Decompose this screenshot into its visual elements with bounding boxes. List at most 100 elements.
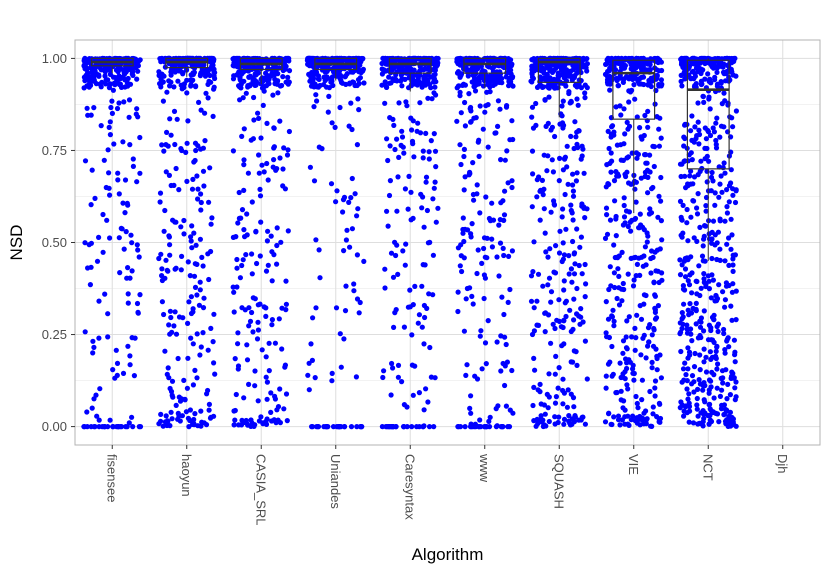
data-point	[551, 76, 557, 82]
data-point	[426, 149, 432, 155]
data-point	[551, 201, 557, 207]
data-point	[103, 184, 109, 191]
data-point	[458, 161, 464, 168]
data-point	[193, 147, 199, 154]
x-axis: fisensee haoyun CASIA_SRL Uniandes Caresynta…	[104, 445, 790, 526]
data-point	[265, 228, 271, 234]
data-point	[694, 278, 700, 285]
data-point	[565, 181, 571, 187]
data-point	[694, 238, 700, 244]
data-point	[102, 424, 108, 430]
data-point	[541, 206, 547, 212]
data-point	[574, 170, 580, 176]
data-point	[431, 76, 437, 82]
data-point	[241, 126, 247, 132]
data-point	[167, 331, 173, 337]
data-point	[561, 122, 567, 128]
data-point	[556, 365, 562, 371]
data-point	[187, 407, 193, 413]
data-point	[563, 313, 569, 320]
data-point	[540, 283, 546, 289]
data-point	[118, 75, 124, 82]
data-point	[614, 142, 621, 148]
data-point	[608, 150, 614, 156]
data-point	[657, 415, 664, 422]
data-point	[575, 102, 581, 108]
data-point	[188, 335, 194, 341]
data-point	[265, 177, 271, 183]
data-point	[283, 301, 289, 307]
data-point	[249, 271, 255, 277]
data-point	[548, 299, 554, 305]
data-point	[420, 148, 426, 154]
data-point	[729, 60, 735, 66]
data-point	[565, 387, 571, 393]
data-point	[578, 85, 585, 91]
data-point	[480, 83, 487, 89]
data-point	[678, 78, 684, 84]
data-point	[354, 252, 360, 258]
data-point	[348, 424, 355, 430]
data-point	[723, 421, 729, 427]
data-point	[645, 82, 651, 88]
data-point	[247, 73, 253, 79]
data-point	[324, 424, 330, 430]
data-point	[189, 245, 195, 251]
data-point	[307, 164, 313, 170]
data-point	[568, 202, 574, 208]
data-point	[387, 80, 393, 86]
data-point	[543, 249, 549, 255]
data-point	[310, 315, 316, 321]
data-point	[207, 165, 213, 171]
data-point	[266, 368, 272, 374]
data-point	[568, 133, 574, 139]
data-point	[570, 238, 576, 245]
data-point	[714, 344, 720, 350]
data-point	[410, 118, 416, 124]
data-point	[414, 424, 420, 430]
data-point	[507, 286, 513, 293]
data-point	[689, 157, 695, 163]
data-point	[426, 291, 432, 297]
data-point	[409, 127, 415, 133]
data-point	[264, 238, 270, 244]
data-point	[732, 352, 738, 358]
data-point	[702, 383, 708, 389]
x-axis-title: Algorithm	[412, 545, 484, 564]
data-point	[681, 413, 687, 419]
data-point	[107, 192, 113, 198]
data-point	[406, 75, 412, 81]
data-point	[677, 257, 683, 263]
data-point	[682, 158, 688, 164]
data-point	[624, 318, 630, 324]
data-point	[185, 118, 191, 124]
data-point	[576, 262, 582, 269]
data-point	[632, 186, 638, 192]
data-point	[124, 68, 130, 74]
data-point	[82, 78, 88, 84]
data-point	[552, 400, 559, 406]
data-point	[710, 218, 717, 224]
data-point	[395, 374, 401, 380]
data-point	[647, 206, 653, 212]
data-point	[685, 396, 691, 402]
data-point	[555, 385, 561, 391]
data-point	[346, 123, 352, 129]
data-point	[394, 136, 400, 142]
data-point	[354, 82, 360, 89]
data-point	[701, 271, 707, 277]
data-point	[121, 246, 127, 252]
data-point	[556, 250, 563, 256]
data-point	[170, 217, 176, 223]
data-point	[107, 417, 113, 423]
data-point	[717, 246, 723, 252]
data-point	[399, 128, 405, 134]
data-point	[454, 118, 460, 124]
data-point	[528, 298, 535, 304]
data-point	[631, 255, 637, 261]
data-point	[236, 189, 242, 196]
data-point	[185, 320, 191, 326]
data-point	[678, 399, 684, 405]
data-point	[162, 348, 168, 354]
data-point	[107, 119, 113, 125]
